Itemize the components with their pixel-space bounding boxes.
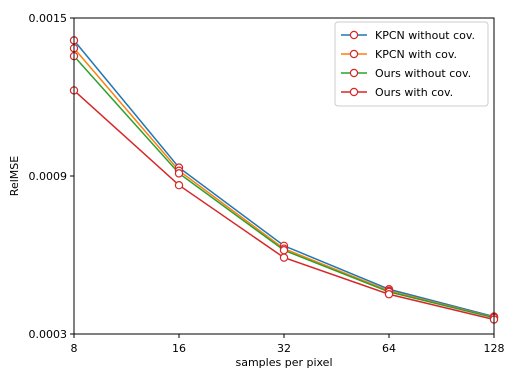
legend-marker [349, 30, 359, 40]
legend-label: KPCN without cov. [375, 29, 475, 42]
legend-marker [349, 68, 359, 78]
data-point [279, 253, 289, 262]
series-line-4 [73, 89, 495, 321]
x-tick-label: 128 [484, 342, 505, 355]
legend-item: KPCN without cov. [341, 29, 475, 42]
data-point [279, 246, 289, 255]
legend-item: KPCN with cov. [341, 48, 457, 61]
legend-item: Ours without cov. [341, 67, 471, 80]
legend-box [334, 21, 489, 107]
legend: KPCN without cov. KPCN with cov. Ours with… [334, 21, 489, 107]
legend-marker [349, 87, 359, 97]
legend-item: Ours with cov. [341, 86, 453, 99]
x-tick-label: 16 [172, 342, 186, 355]
y-tick-label: 0.0003 [29, 328, 68, 341]
x-tick-label: 8 [71, 342, 78, 355]
plot-markers [69, 36, 499, 324]
x-axis-label: samples per pixel [235, 356, 332, 369]
legend-label: KPCN with cov. [375, 48, 457, 61]
legend-label: Ours with cov. [375, 86, 453, 99]
x-tick-label: 64 [382, 342, 396, 355]
legend-label: Ours without cov. [375, 67, 471, 80]
legend-marker [349, 49, 359, 59]
x-axis-ticks: 8 16 32 64 128 [71, 334, 505, 355]
y-axis-ticks: 0.0003 0.0009 0.0015 [29, 12, 74, 341]
data-point [174, 181, 184, 190]
x-tick-label: 32 [277, 342, 291, 355]
data-point [174, 169, 184, 178]
y-tick-label: 0.0015 [29, 12, 68, 25]
y-tick-label: 0.0009 [29, 170, 68, 183]
data-point [384, 290, 394, 299]
y-axis-label: RelMSE [8, 156, 21, 196]
